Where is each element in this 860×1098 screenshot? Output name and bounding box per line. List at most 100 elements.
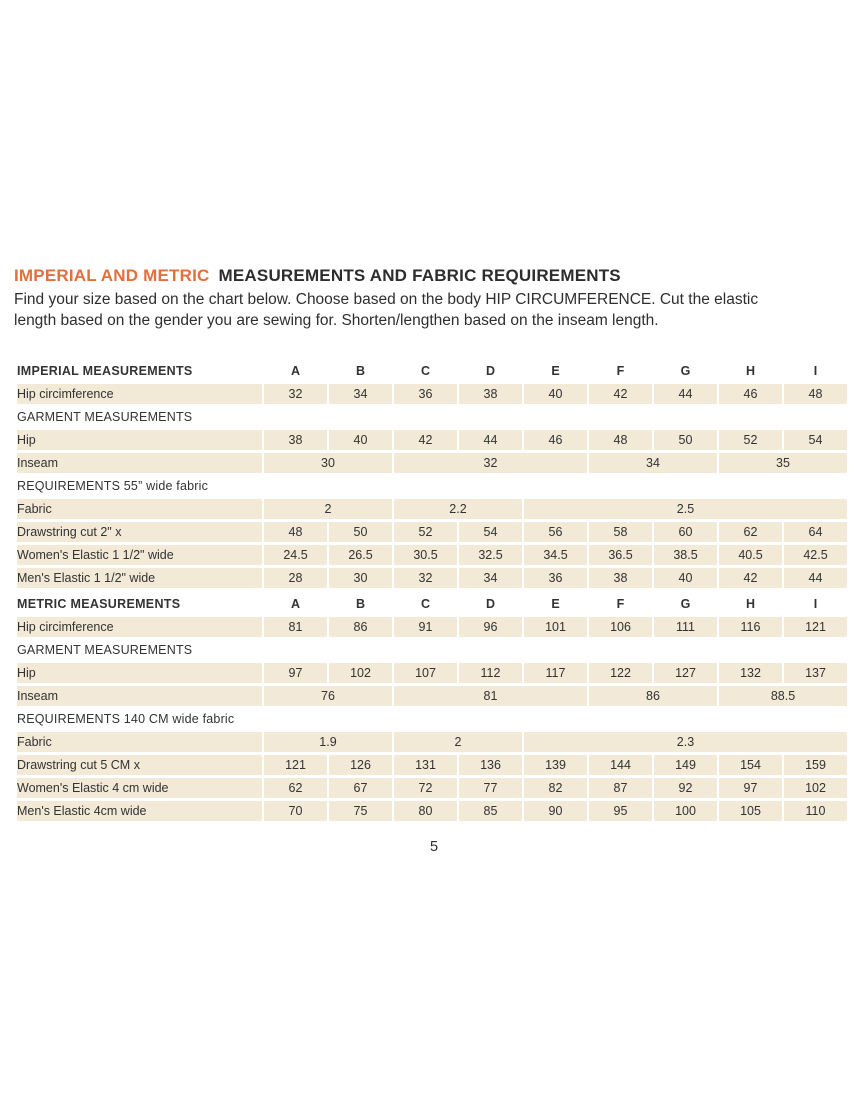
cell-value: 24.5	[264, 545, 327, 565]
cell-value: 126	[329, 755, 392, 775]
cell-value: 67	[329, 778, 392, 798]
heading-main: MEASUREMENTS AND FABRIC REQUIREMENTS	[218, 266, 621, 285]
cell-value: 90	[524, 801, 587, 821]
size-column-header: D	[485, 597, 496, 611]
table-row: REQUIREMENTS 55” wide fabric	[17, 476, 847, 496]
cell-value: 88.5	[719, 686, 847, 706]
cell-value: 26.5	[329, 545, 392, 565]
cell-value: 36	[394, 384, 457, 404]
table-row: Hip 38 40 42 44 46 48 50 52 54	[17, 430, 847, 450]
cell-value: 1.9	[264, 732, 392, 752]
cell-value: 50	[329, 522, 392, 542]
table-row: Women's Elastic 4 cm wide 62 67 72 77 82 87 92 9…	[17, 778, 847, 798]
cell-value: 86	[329, 617, 392, 637]
row-label: Hip	[17, 663, 262, 683]
cell-value: 46	[719, 384, 782, 404]
cell-value: 58	[589, 522, 652, 542]
cell-value: 132	[719, 663, 782, 683]
section-label: GARMENT MEASUREMENTS	[17, 643, 193, 657]
size-column-header: B	[355, 597, 366, 611]
cell-value: 80	[394, 801, 457, 821]
cell-value: 34.5	[524, 545, 587, 565]
cell-value: 85	[459, 801, 522, 821]
size-column-header: C	[420, 364, 431, 378]
cell-value: 154	[719, 755, 782, 775]
row-label: Hip circimference	[17, 617, 262, 637]
row-label: Inseam	[17, 453, 262, 473]
table-row: Men's Elastic 1 1/2" wide 28 30 32 34 36 38 40 4…	[17, 568, 847, 588]
cell-value: 34	[459, 568, 522, 588]
cell-value: 82	[524, 778, 587, 798]
cell-value: 48	[264, 522, 327, 542]
row-label: Hip	[17, 430, 262, 450]
cell-value: 81	[264, 617, 327, 637]
table-row: Women's Elastic 1 1/2" wide 24.5 26.5 30.5 3…	[17, 545, 847, 565]
row-label: Hip circimference	[17, 384, 262, 404]
cell-value: 149	[654, 755, 717, 775]
cell-value: 34	[589, 453, 717, 473]
size-column-header: F	[616, 364, 625, 378]
intro-paragraph: Find your size based on the chart below.…	[14, 290, 846, 331]
cell-value: 102	[784, 778, 847, 798]
cell-value: 107	[394, 663, 457, 683]
cell-value: 136	[459, 755, 522, 775]
size-column-header: H	[745, 597, 756, 611]
size-column-header: A	[290, 364, 301, 378]
cell-value: 44	[654, 384, 717, 404]
row-label: Drawstring cut 5 CM x	[17, 755, 262, 775]
cell-value: 64	[784, 522, 847, 542]
cell-value: 32	[394, 453, 587, 473]
size-column-header: I	[813, 364, 818, 378]
row-label: Women's Elastic 1 1/2" wide	[17, 545, 262, 565]
page-number: 5	[429, 839, 439, 855]
cell-value: 105	[719, 801, 782, 821]
size-column-header: G	[680, 597, 691, 611]
cell-value: 38	[459, 384, 522, 404]
cell-value: 40.5	[719, 545, 782, 565]
table-row: Inseam 76 81 86 88.5	[17, 686, 847, 706]
cell-value: 52	[719, 430, 782, 450]
cell-value: 112	[459, 663, 522, 683]
row-label: Men's Elastic 1 1/2" wide	[17, 568, 262, 588]
size-column-header: B	[355, 364, 366, 378]
table-title: IMPERIAL MEASUREMENTS	[17, 364, 193, 378]
cell-value: 122	[589, 663, 652, 683]
intro-line-2: length based on the gender you are sewin…	[14, 311, 659, 329]
size-column-header: I	[813, 597, 818, 611]
table-row: Drawstring cut 2" x 48 50 52 54 56 58 60 62 64	[17, 522, 847, 542]
cell-value: 87	[589, 778, 652, 798]
cell-value: 44	[459, 430, 522, 450]
cell-value: 139	[524, 755, 587, 775]
cell-value: 121	[264, 755, 327, 775]
cell-value: 32.5	[459, 545, 522, 565]
cell-value: 106	[589, 617, 652, 637]
section-label: REQUIREMENTS 140 CM wide fabric	[17, 712, 235, 726]
cell-value: 2.5	[524, 499, 847, 519]
cell-value: 60	[654, 522, 717, 542]
cell-value: 38.5	[654, 545, 717, 565]
cell-value: 62	[719, 522, 782, 542]
cell-value: 40	[329, 430, 392, 450]
cell-value: 76	[264, 686, 392, 706]
cell-value: 62	[264, 778, 327, 798]
table-row: Drawstring cut 5 CM x 121 126 131 136 139 144 1…	[17, 755, 847, 775]
cell-value: 100	[654, 801, 717, 821]
cell-value: 52	[394, 522, 457, 542]
cell-value: 50	[654, 430, 717, 450]
cell-value: 116	[719, 617, 782, 637]
cell-value: 38	[264, 430, 327, 450]
row-label: Men's Elastic 4cm wide	[17, 801, 262, 821]
cell-value: 54	[459, 522, 522, 542]
cell-value: 137	[784, 663, 847, 683]
cell-value: 70	[264, 801, 327, 821]
measurement-tables: IMPERIAL MEASUREMENTS A B C D E F G H I Hip circim…	[15, 358, 849, 824]
cell-value: 30.5	[394, 545, 457, 565]
table-header-row: METRIC MEASUREMENTS A B C D E F G H I	[17, 594, 847, 614]
table-row: Fabric 2 2.2 2.5	[17, 499, 847, 519]
intro-line-1: Find your size based on the chart below.…	[14, 291, 759, 308]
cell-value: 121	[784, 617, 847, 637]
section-label: GARMENT MEASUREMENTS	[17, 410, 193, 424]
table-row: Men's Elastic 4cm wide 70 75 80 85 90 95 100 105…	[17, 801, 847, 821]
row-label: Inseam	[17, 686, 262, 706]
